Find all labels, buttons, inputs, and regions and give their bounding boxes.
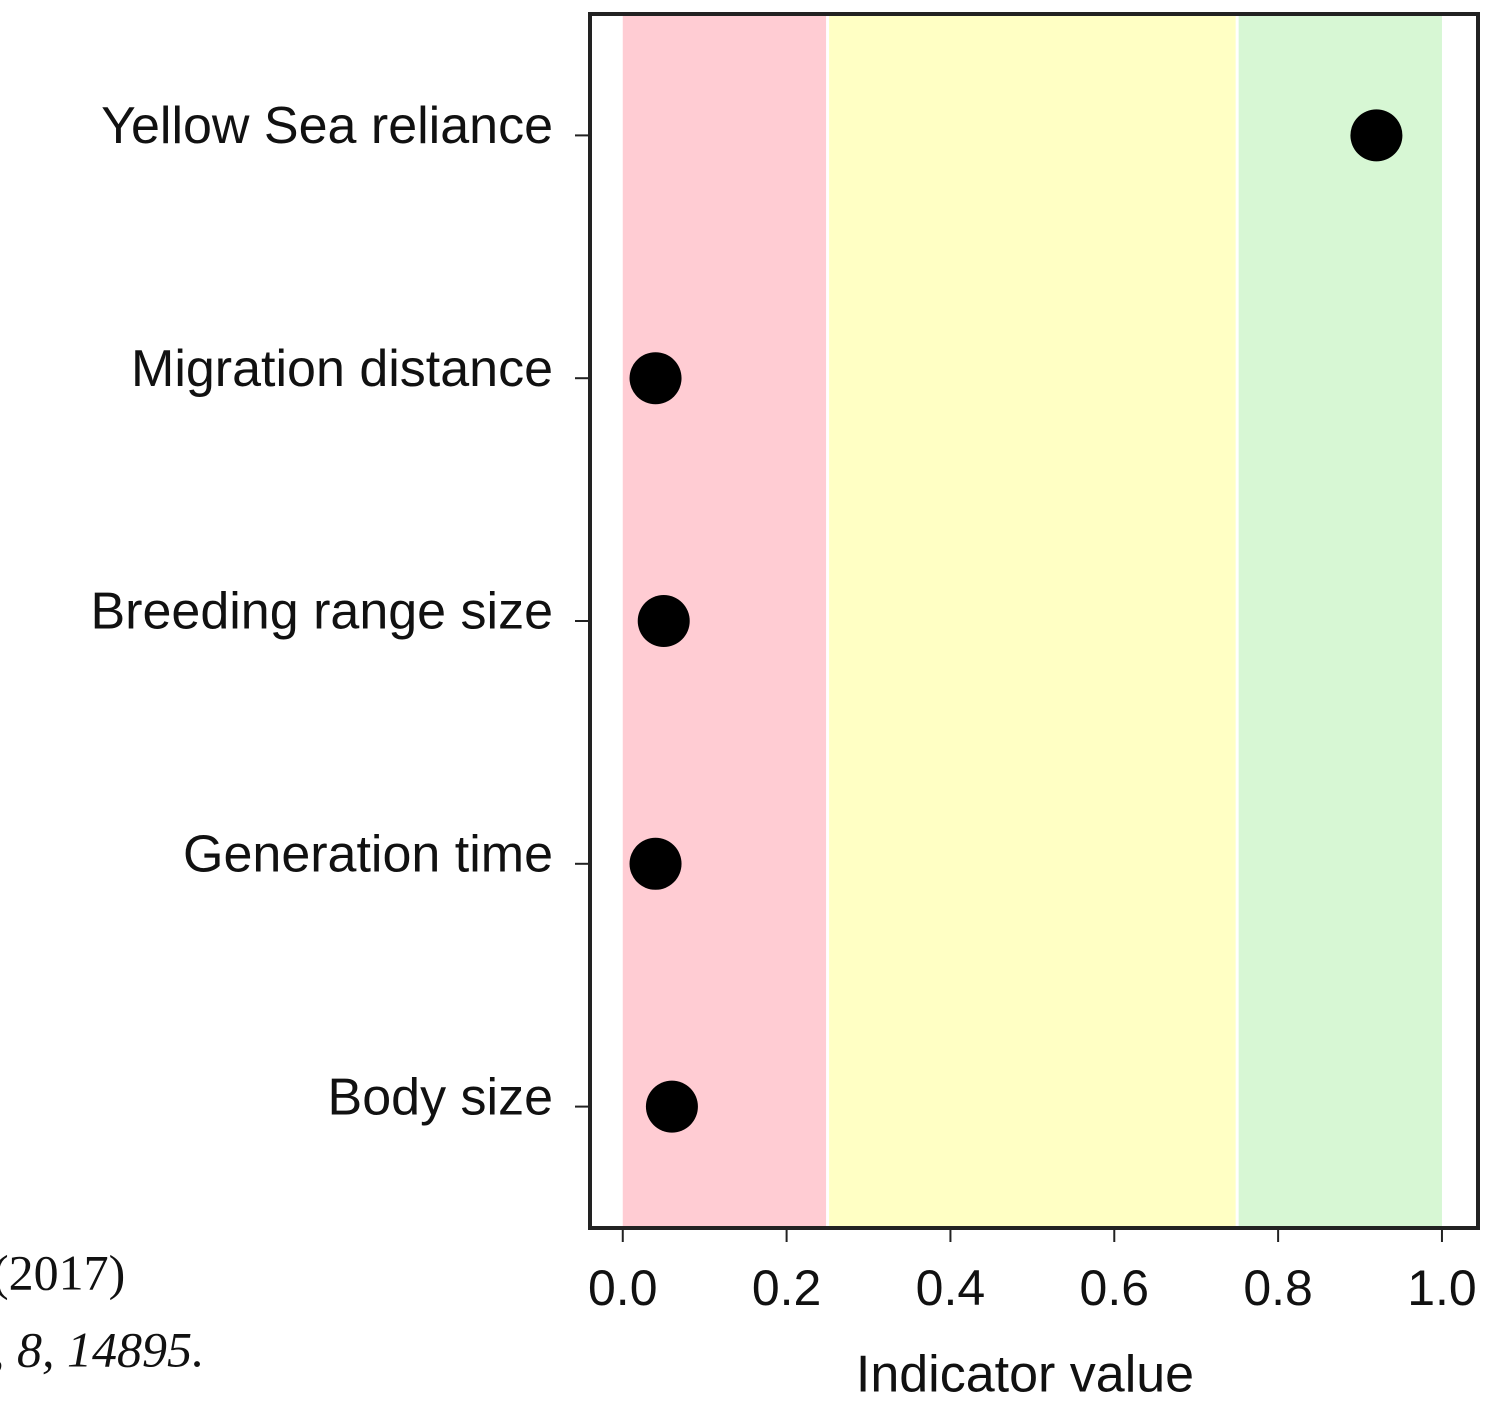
dot — [645, 1080, 698, 1133]
dot — [1350, 109, 1403, 162]
band — [827, 14, 1238, 1228]
x-tick-label: 0.4 — [916, 1260, 986, 1316]
dot — [629, 837, 682, 890]
x-tick-label: 0.0 — [588, 1260, 658, 1316]
citation-ref: , 8, 14895. — [0, 1321, 205, 1377]
y-tick-label: Migration distance — [131, 340, 553, 398]
x-tick-label: 0.6 — [1080, 1260, 1150, 1316]
y-tick-label: Generation time — [183, 826, 553, 884]
x-axis-label: Indicator value — [856, 1346, 1194, 1404]
dot — [637, 595, 690, 647]
x-tick-label: 1.0 — [1407, 1260, 1477, 1316]
dot — [629, 352, 682, 405]
x-tick-label: 0.8 — [1243, 1260, 1313, 1316]
y-tick-label: Breeding range size — [90, 583, 553, 641]
y-tick-label: Yellow Sea reliance — [101, 97, 553, 155]
y-tick-label: Body size — [328, 1068, 553, 1126]
citation-year: (2017) — [0, 1244, 125, 1300]
x-tick-label: 0.2 — [752, 1260, 822, 1316]
band — [1237, 14, 1442, 1228]
